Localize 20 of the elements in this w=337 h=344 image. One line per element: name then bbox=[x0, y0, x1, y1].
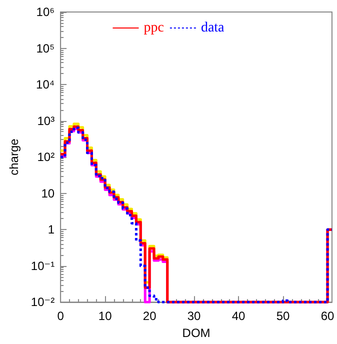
x-tick-label: 40 bbox=[232, 309, 246, 324]
y-tick-label: 10⁴ bbox=[36, 78, 55, 92]
y-tick-label: 10⁻¹ bbox=[30, 258, 55, 273]
y-tick-label: 10⁻² bbox=[30, 295, 55, 310]
x-tick-label: 10 bbox=[98, 309, 112, 324]
x-tick-label: 60 bbox=[320, 309, 335, 324]
y-tick-label: 10⁶ bbox=[36, 5, 55, 19]
x-axis-title: DOM bbox=[182, 326, 210, 340]
y-tick-label: 10³ bbox=[37, 114, 55, 128]
legend-label: ppc bbox=[144, 20, 164, 36]
x-tick-label: 0 bbox=[57, 309, 64, 324]
x-tick-label: 30 bbox=[187, 309, 202, 324]
x-tick-label: 50 bbox=[276, 309, 290, 324]
y-tick-label: 10 bbox=[41, 186, 55, 200]
x-tick-label: 20 bbox=[142, 309, 157, 324]
legend-label: data bbox=[200, 20, 226, 36]
y-tick-label: 1 bbox=[48, 222, 55, 237]
y-tick-label: 10² bbox=[37, 150, 55, 164]
y-tick-label: 10⁵ bbox=[36, 41, 55, 56]
y-axis-title: charge bbox=[7, 138, 21, 176]
